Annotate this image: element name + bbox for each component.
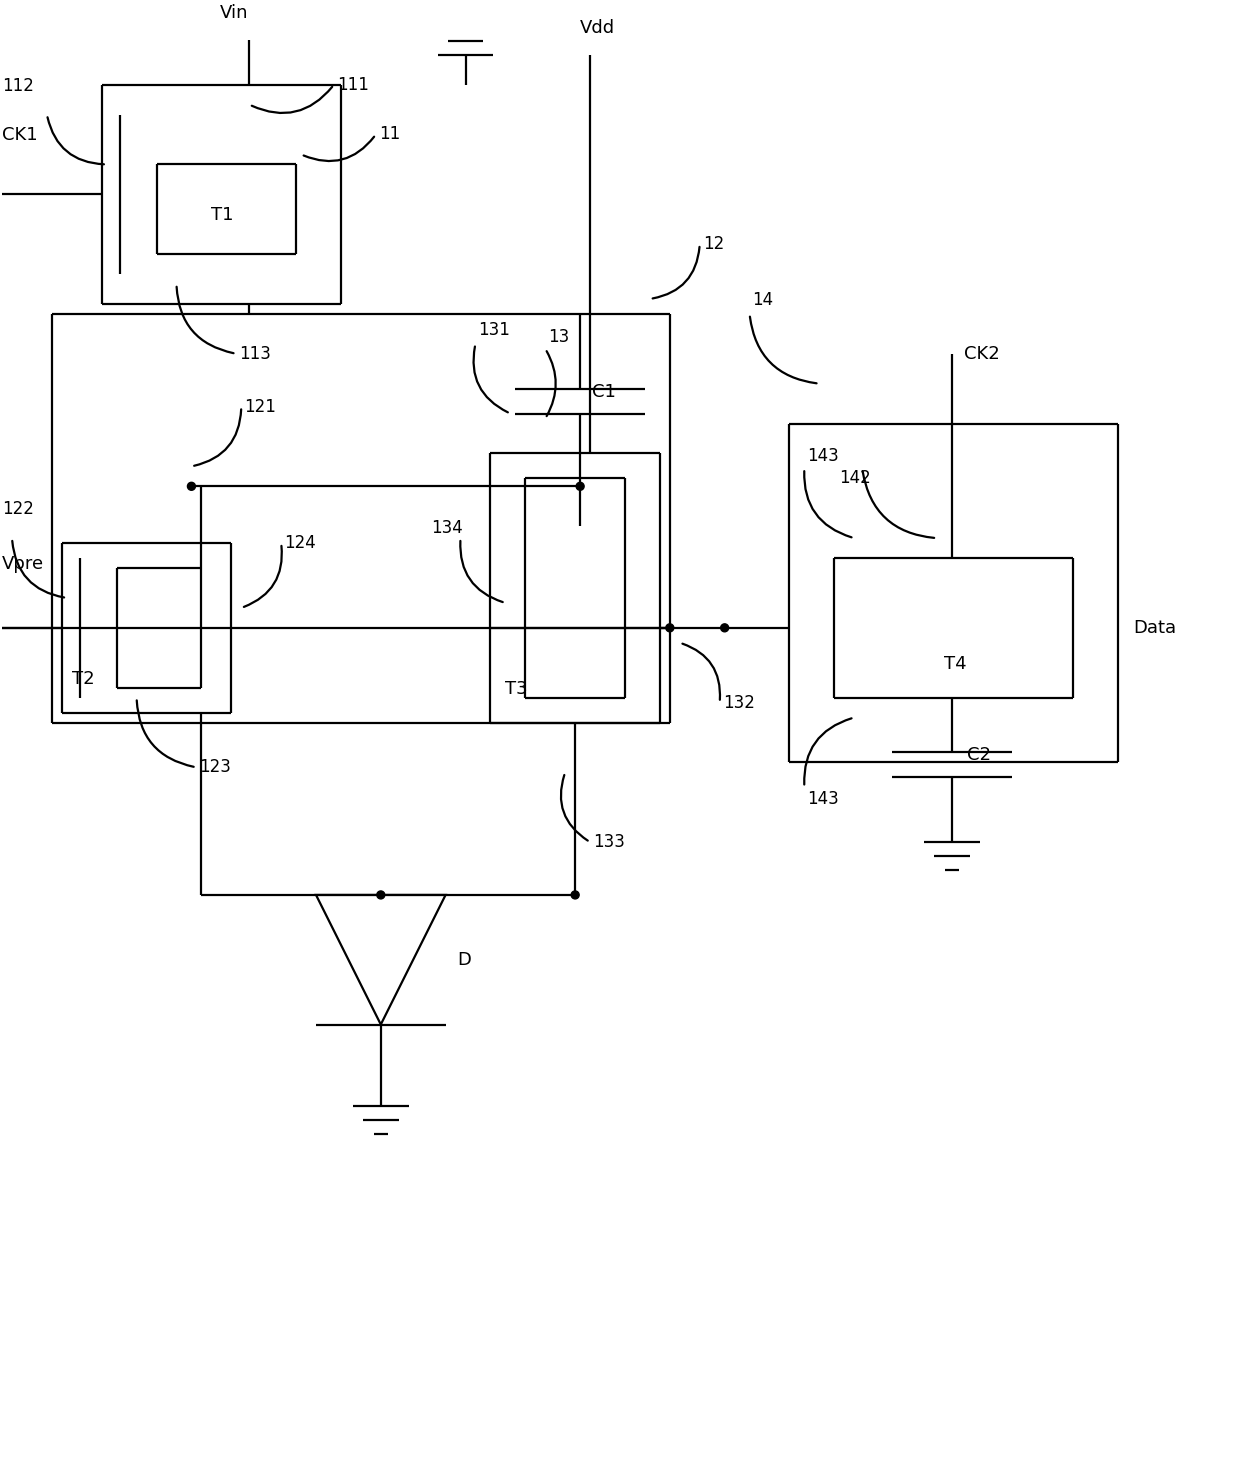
Text: T2: T2 [72,670,94,688]
Circle shape [377,891,384,899]
Text: 124: 124 [284,535,316,552]
Text: 131: 131 [479,321,511,339]
Text: D: D [458,950,471,969]
Text: 11: 11 [378,125,401,143]
Text: 142: 142 [839,470,870,488]
Text: 123: 123 [200,759,232,776]
Text: T1: T1 [211,206,234,224]
Text: 132: 132 [723,694,754,711]
Text: Vdd: Vdd [580,19,615,37]
Text: Data: Data [1133,619,1177,636]
Circle shape [666,625,673,632]
Text: T3: T3 [506,679,528,698]
Text: T4: T4 [944,654,966,673]
Circle shape [720,625,729,632]
Text: 143: 143 [807,791,839,809]
Circle shape [572,891,579,899]
Text: C1: C1 [591,383,616,401]
Text: 12: 12 [703,236,724,253]
Text: 143: 143 [807,448,839,465]
Text: 133: 133 [593,834,625,851]
Text: 134: 134 [430,518,463,538]
Text: Vin: Vin [219,4,248,22]
Circle shape [187,482,196,491]
Text: 112: 112 [2,77,33,94]
Text: 14: 14 [753,290,774,309]
Text: 13: 13 [548,328,569,346]
Text: 113: 113 [239,345,272,362]
Text: 111: 111 [337,75,368,94]
Text: CK1: CK1 [2,127,37,144]
Text: 121: 121 [244,398,277,415]
Text: 122: 122 [2,501,33,518]
Text: Vpre: Vpre [2,555,45,573]
Circle shape [577,482,584,491]
Text: CK2: CK2 [963,345,999,362]
Text: C2: C2 [967,747,991,764]
